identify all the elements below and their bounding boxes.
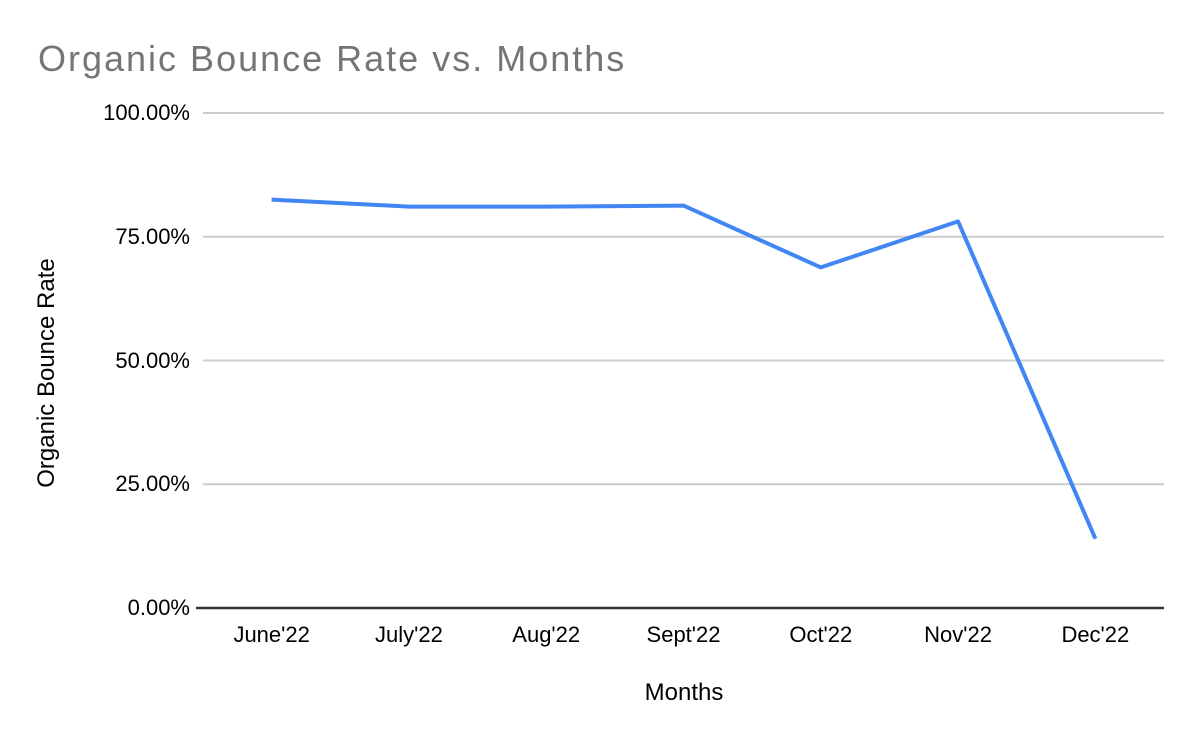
y-tick-label: 100.00%	[103, 100, 190, 125]
y-tick-label: 75.00%	[115, 223, 190, 249]
chart-title: Organic Bounce Rate vs. Months	[38, 38, 627, 79]
x-tick-label: July'22	[375, 622, 443, 647]
x-tick-label: Sept'22	[646, 622, 721, 647]
x-tick-label: June'22	[233, 622, 310, 647]
y-tick-label: 50.00%	[115, 347, 190, 373]
x-tick-label: Nov'22	[924, 622, 992, 647]
data-line-organic-bounce-rate	[271, 197, 1098, 540]
x-tick-label: Aug'22	[512, 622, 581, 647]
x-axis-title: Months	[644, 679, 724, 706]
y-tick-label: 25.00%	[115, 471, 190, 497]
x-tick-label: Oct'22	[789, 622, 853, 647]
y-tick-label: 0.00%	[127, 595, 190, 620]
x-tick-label: Dec'22	[1061, 622, 1130, 647]
